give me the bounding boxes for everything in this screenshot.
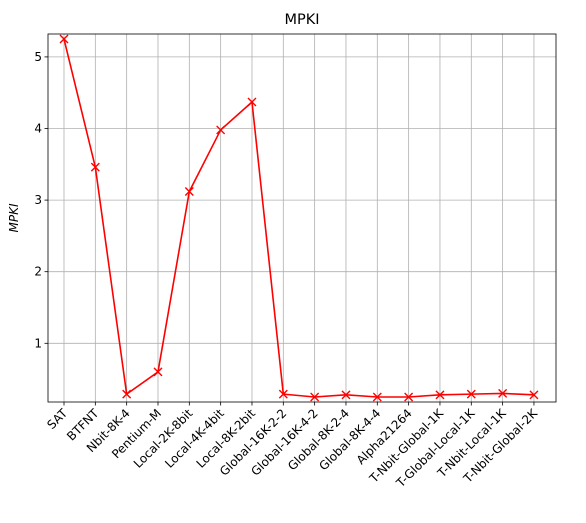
marker-stroke bbox=[184, 187, 194, 197]
marker-stroke bbox=[310, 392, 320, 402]
marker-stroke bbox=[341, 390, 351, 400]
marker-stroke bbox=[59, 34, 69, 44]
marker-stroke bbox=[153, 367, 163, 377]
plot-frame bbox=[47, 33, 557, 403]
marker-stroke bbox=[372, 392, 382, 402]
marker-stroke bbox=[278, 389, 288, 399]
data-point-marker bbox=[341, 390, 351, 400]
data-point-marker bbox=[247, 97, 257, 107]
marker-stroke bbox=[529, 390, 539, 400]
y-tick-labels: 1 2 3 4 5 bbox=[34, 50, 42, 350]
marker-stroke bbox=[90, 162, 100, 172]
data-point-marker bbox=[466, 389, 476, 399]
y-tick-label: 2 bbox=[34, 265, 42, 279]
marker-stroke bbox=[404, 392, 414, 402]
y-tick-label: 5 bbox=[34, 50, 42, 64]
data-point-marker bbox=[90, 162, 100, 172]
marker-stroke bbox=[435, 390, 445, 400]
y-tick-label: 1 bbox=[34, 336, 42, 350]
y-axis-label: MPKI bbox=[7, 203, 21, 232]
y-tick-label: 3 bbox=[34, 193, 42, 207]
marker-stroke bbox=[216, 125, 226, 135]
marker-stroke bbox=[498, 388, 508, 398]
marker-stroke bbox=[466, 389, 476, 399]
data-point-marker bbox=[372, 392, 382, 402]
x-tick-labels: SATBTFNTNbit-8K-4Pentium-MLocal-2K-8bitL… bbox=[44, 405, 541, 490]
data-point-marker bbox=[216, 125, 226, 135]
data-point-marker bbox=[310, 392, 320, 402]
data-point-marker bbox=[278, 389, 288, 399]
data-point-marker bbox=[59, 34, 69, 44]
series-layer bbox=[59, 34, 539, 402]
y-tick-label: 4 bbox=[34, 122, 42, 136]
marker-stroke bbox=[122, 389, 132, 399]
data-point-marker bbox=[529, 390, 539, 400]
chart-title: MPKI bbox=[284, 12, 319, 28]
data-point-marker bbox=[153, 367, 163, 377]
data-point-marker bbox=[404, 392, 414, 402]
series-line bbox=[63, 38, 534, 398]
data-point-marker bbox=[435, 390, 445, 400]
data-point-marker bbox=[122, 389, 132, 399]
axes bbox=[44, 33, 557, 406]
marker-stroke bbox=[247, 97, 257, 107]
grid-lines bbox=[48, 34, 556, 402]
data-point-marker bbox=[184, 187, 194, 197]
x-tick-label: SAT bbox=[44, 406, 70, 432]
data-point-marker bbox=[498, 388, 508, 398]
